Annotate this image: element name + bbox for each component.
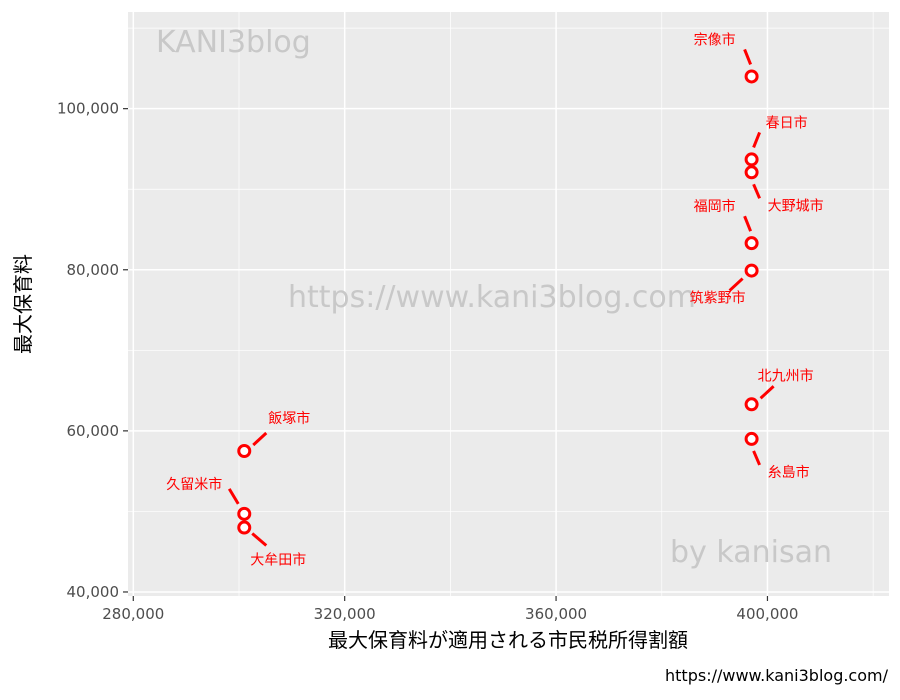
- data-point: [744, 397, 759, 412]
- data-label: 宗像市: [694, 31, 736, 48]
- data-point: [237, 506, 252, 521]
- data-point: [744, 152, 759, 167]
- watermark-bottom-right: by kanisan: [670, 535, 832, 570]
- y-axis-title: 最大保育料: [11, 254, 35, 354]
- watermark-center: https://www.kani3blog.com: [288, 280, 696, 315]
- x-tick-label: 400,000: [736, 605, 798, 623]
- data-label: 飯塚市: [268, 410, 310, 427]
- y-tick-label: 60,000: [67, 422, 120, 440]
- data-points: [237, 69, 759, 535]
- leader-line: [251, 532, 268, 547]
- leader-line: [759, 385, 775, 400]
- leader-line: [227, 488, 240, 505]
- x-tick-label: 280,000: [102, 605, 164, 623]
- leader-line: [752, 450, 761, 466]
- data-label: 北九州市: [758, 367, 814, 384]
- y-axis: 40,000 60,000 80,000 100,000: [57, 100, 128, 601]
- data-point: [744, 431, 759, 446]
- leader-line: [728, 277, 744, 292]
- x-tick-label: 360,000: [525, 605, 587, 623]
- data-label: 大野城市: [768, 197, 824, 214]
- data-point: [744, 69, 759, 84]
- leader-line: [752, 131, 761, 148]
- y-tick-label: 40,000: [67, 583, 120, 601]
- data-label: 大牟田市: [250, 552, 306, 569]
- data-label: 糸島市: [768, 464, 810, 481]
- x-tick-label: 320,000: [314, 605, 376, 623]
- data-point: [237, 444, 252, 459]
- y-tick-label: 100,000: [57, 100, 119, 118]
- x-axis-title: 最大保育料が適用される市民税所得割額: [328, 628, 688, 652]
- watermark-top-left: KANI3blog: [156, 25, 311, 60]
- data-point: [237, 520, 252, 535]
- major-gridlines: [128, 12, 889, 596]
- leader-line: [743, 215, 752, 232]
- label-leader-lines: [227, 48, 775, 547]
- y-tick-label: 80,000: [67, 261, 120, 279]
- footer-url[interactable]: https://www.kani3blog.com/: [665, 666, 888, 685]
- data-point: [744, 236, 759, 251]
- data-label: 春日市: [766, 114, 808, 131]
- data-label: 久留米市: [166, 476, 222, 493]
- leader-line: [252, 431, 268, 447]
- x-axis: 280,000 320,000 360,000 400,000: [102, 596, 798, 623]
- data-label: 福岡市: [694, 198, 736, 215]
- leader-line: [752, 183, 761, 199]
- data-label: 筑紫野市: [690, 290, 746, 307]
- data-point: [744, 263, 759, 278]
- data-point: [744, 165, 759, 180]
- leader-line: [743, 48, 752, 65]
